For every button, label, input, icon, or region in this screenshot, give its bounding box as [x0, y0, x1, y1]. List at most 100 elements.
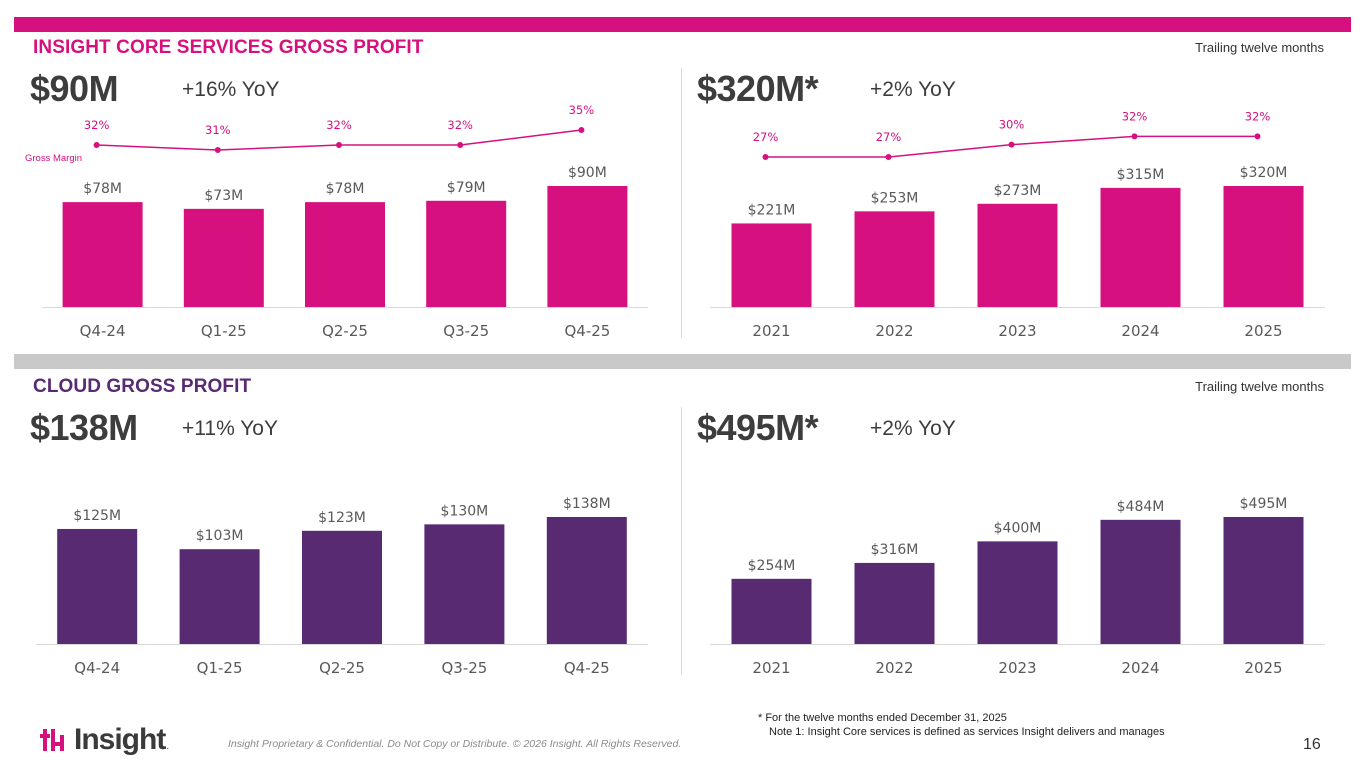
core_quarterly-bar-label: $90M — [568, 165, 607, 181]
core_quarterly-margin-point — [457, 142, 464, 148]
core_annual-bar-label: $221M — [748, 202, 796, 218]
insight-logo-dot: . — [166, 741, 170, 752]
core-quarter-value: $90M — [30, 68, 119, 109]
core_quarterly-tick-label: Q3-25 — [443, 322, 489, 340]
cloud_annual-bar-label: $484M — [1117, 499, 1165, 515]
cloud_quarterly-bar — [302, 530, 382, 644]
core_annual-margin-label: 32% — [1122, 109, 1148, 123]
core_quarterly-bar — [426, 200, 507, 307]
core_annual-tick-label: 2024 — [1121, 322, 1159, 340]
cloud-ttm-value: $495M* — [697, 407, 819, 448]
cloud-annual-chart: $254M 2021 $316M 2022 $400M 2023 $484M 2024 $495… — [710, 496, 1325, 677]
insight-logo-icon — [40, 729, 64, 751]
insight-logo-text: Insight — [74, 723, 166, 756]
cloud_quarterly-bar — [57, 528, 138, 644]
core_quarterly-margin-point — [93, 142, 100, 148]
core_quarterly-legend-label: Gross Margin — [25, 153, 82, 164]
core_annual-margin-label: 30% — [999, 118, 1025, 132]
core_annual-bar — [854, 211, 935, 307]
core_quarterly-margin-point — [336, 142, 342, 148]
core_quarterly-bar-label: $73M — [204, 188, 243, 204]
core_annual-tick-label: 2023 — [998, 322, 1036, 340]
core_annual-margin-label: 32% — [1245, 109, 1271, 123]
core_annual-margin-point — [1131, 133, 1138, 140]
cloud_annual-bar-label: $400M — [994, 520, 1042, 536]
core-ttm-yoy: +2% YoY — [870, 78, 956, 101]
cloud_quarterly-tick-label: Q4-24 — [74, 659, 120, 677]
cloud_annual-bar-label: $316M — [871, 542, 919, 558]
cloud_quarterly-bar-label: $130M — [441, 503, 489, 519]
core_quarterly-bar-label: $78M — [326, 181, 365, 197]
core_annual-bar — [1100, 187, 1181, 307]
core_annual-tick-label: 2025 — [1244, 322, 1282, 340]
core_annual-margin-point — [1254, 133, 1261, 140]
core-section-title: INSIGHT CORE SERVICES GROSS PROFIT — [33, 37, 424, 58]
cloud_annual-bar-label: $254M — [748, 558, 796, 574]
core_annual-margin-label: 27% — [753, 130, 779, 144]
cloud_quarterly-tick-label: Q4-25 — [564, 659, 610, 677]
cloud-vertical-divider — [681, 407, 682, 675]
cloud_annual-tick-label: 2021 — [752, 659, 790, 677]
cloud_annual-bar — [1100, 519, 1181, 644]
core_quarterly-bar — [547, 186, 628, 307]
core_annual-margin-point — [885, 154, 892, 160]
core_quarterly-bar — [62, 202, 143, 307]
cloud_quarterly-bar-label: $138M — [563, 496, 611, 512]
legal-notice: Insight Proprietary & Confidential. Do N… — [228, 738, 682, 750]
cloud_annual-bar — [1223, 517, 1304, 644]
core_annual-tick-label: 2021 — [752, 322, 790, 340]
core-ttm-label: Trailing twelve months — [1195, 40, 1324, 55]
cloud_annual-bar — [731, 578, 812, 644]
core_annual-bar — [1223, 186, 1304, 307]
core_quarterly-margin-label: 31% — [205, 123, 231, 137]
core_quarterly-margin-label: 32% — [84, 118, 110, 132]
cloud-section-title: CLOUD GROSS PROFIT — [33, 376, 252, 397]
core_quarterly-margin-point — [578, 127, 585, 133]
core-quarterly-chart: $78M Q4-24 $73M Q1-25 $78M Q2-25 $79M Q3-25 $90M… — [25, 103, 648, 340]
cloud_annual-tick-label: 2025 — [1244, 659, 1282, 677]
cloud_annual-tick-label: 2024 — [1121, 659, 1159, 677]
page-number: 16 — [1303, 736, 1321, 753]
core_annual-margin-point — [762, 154, 769, 160]
core_annual-margin-point — [1008, 141, 1015, 148]
core_annual-bar — [731, 223, 812, 307]
footnote-note1: Note 1: Insight Core services is defined… — [769, 726, 1165, 738]
core-vertical-divider — [681, 68, 682, 338]
core_quarterly-bar — [305, 202, 385, 307]
cloud_annual-bar-label: $495M — [1240, 496, 1288, 512]
cloud_quarterly-tick-label: Q1-25 — [197, 659, 243, 677]
core_quarterly-bar-label: $79M — [447, 180, 486, 196]
core_quarterly-tick-label: Q4-25 — [564, 322, 610, 340]
cloud_quarterly-bar-label: $125M — [73, 508, 121, 524]
core-quarter-yoy: +16% YoY — [182, 78, 280, 101]
insight-logo: Insight . — [40, 722, 169, 758]
cloud-quarter-value: $138M — [30, 407, 138, 448]
core_quarterly-tick-label: Q2-25 — [322, 322, 368, 340]
cloud_quarterly-bar — [179, 549, 260, 644]
cloud-ttm-yoy: +2% YoY — [870, 417, 956, 440]
cloud-ttm-label: Trailing twelve months — [1195, 379, 1324, 394]
footnote-asterisk: * For the twelve months ended December 3… — [758, 712, 1007, 724]
core_annual-bar-label: $253M — [871, 190, 919, 206]
core_annual-bar-label: $320M — [1240, 165, 1288, 181]
cloud_annual-bar — [977, 541, 1058, 644]
core_annual-bar — [977, 203, 1058, 307]
core_quarterly-margin-label: 32% — [326, 118, 352, 132]
cloud_annual-bar — [854, 562, 935, 644]
core_quarterly-tick-label: Q1-25 — [201, 322, 247, 340]
cloud_quarterly-bar — [424, 524, 505, 644]
cloud_quarterly-bar-label: $123M — [318, 510, 366, 526]
cloud_quarterly-tick-label: Q3-25 — [441, 659, 487, 677]
top-accent-band — [14, 17, 1351, 32]
core-ttm-value: $320M* — [697, 68, 819, 109]
cloud_quarterly-bar-label: $103M — [196, 528, 244, 544]
core_quarterly-bar — [183, 208, 264, 307]
core_quarterly-tick-label: Q4-24 — [80, 322, 126, 340]
mid-divider-band — [14, 354, 1351, 369]
core_annual-bar-label: $273M — [994, 183, 1042, 199]
cloud-quarterly-chart: $125M Q4-24 $103M Q1-25 $123M Q2-25 $130M Q3-25… — [36, 496, 648, 677]
core_quarterly-bar-label: $78M — [83, 181, 122, 197]
cloud_quarterly-bar — [546, 517, 627, 644]
core_annual-bar-label: $315M — [1117, 167, 1165, 183]
cloud-quarter-yoy: +11% YoY — [182, 417, 278, 440]
